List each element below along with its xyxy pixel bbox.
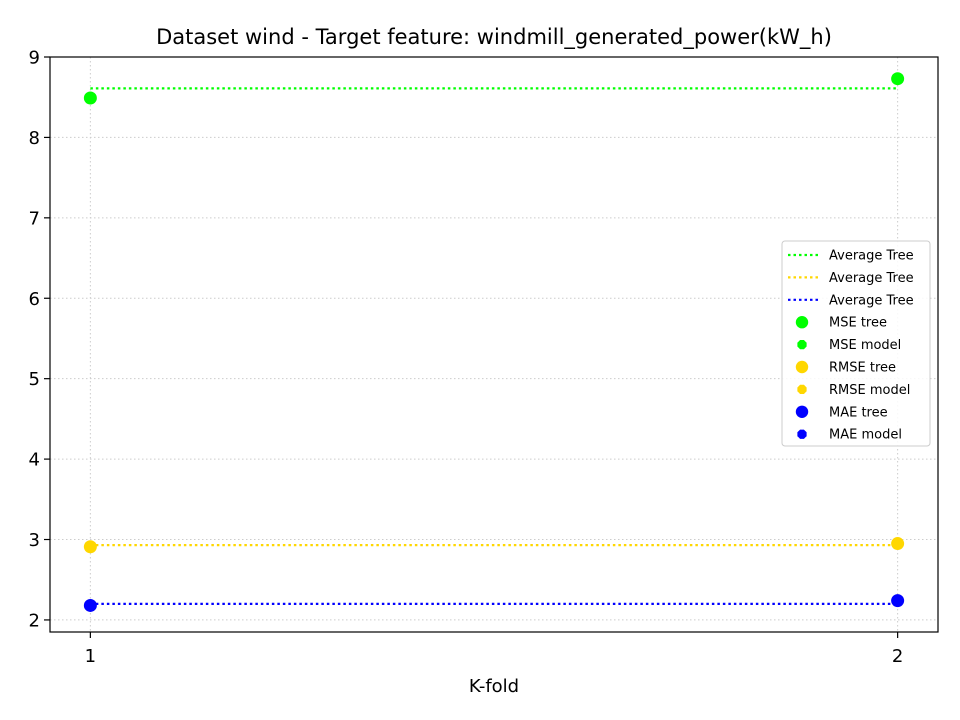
legend-label: RMSE model [829,383,910,398]
chart-title: Dataset wind - Target feature: windmill_… [156,25,832,50]
y-tick-label: 2 [29,610,40,631]
y-tick-label: 7 [29,208,40,229]
legend-label: Average Tree [829,293,914,308]
legend-label: MAE tree [829,405,888,420]
data-point [893,74,903,84]
data-point [85,542,95,552]
data-point [893,538,903,549]
legend-frame [781,240,931,447]
legend-label: MSE tree [829,316,887,331]
y-tick-label: 4 [29,450,40,471]
data-point [85,93,95,103]
data-points [83,72,905,612]
legend-label: Average Tree [829,249,914,264]
x-tick-label: 1 [85,646,96,667]
legend-label: MAE model [829,428,902,443]
y-tick-label: 3 [29,530,40,551]
legend-marker-swatch [795,360,809,374]
legend-marker-swatch [797,429,807,439]
data-point [893,596,903,606]
y-tick-label: 9 [29,48,40,69]
legend-label: Average Tree [829,271,914,286]
x-axis-label: K-fold [469,676,519,697]
average-lines [90,87,898,605]
axis-ticks: 2 3 4 5 6 7 8 9 1 2 [29,48,904,668]
legend-marker-swatch [797,339,807,350]
x-tick-label: 2 [892,646,903,667]
y-tick-label: 5 [29,369,40,390]
y-tick-label: 6 [29,289,40,310]
data-point [85,600,95,611]
legend-marker-swatch [797,384,807,395]
legend: Average Tree Average Tree Average Tree MSE … [781,240,931,447]
legend-label: MSE model [829,338,901,353]
y-tick-label: 8 [29,128,40,149]
legend-marker-swatch [795,405,809,418]
legend-marker-swatch [795,316,809,329]
legend-label: RMSE tree [829,361,896,376]
plot-frame [49,56,939,633]
